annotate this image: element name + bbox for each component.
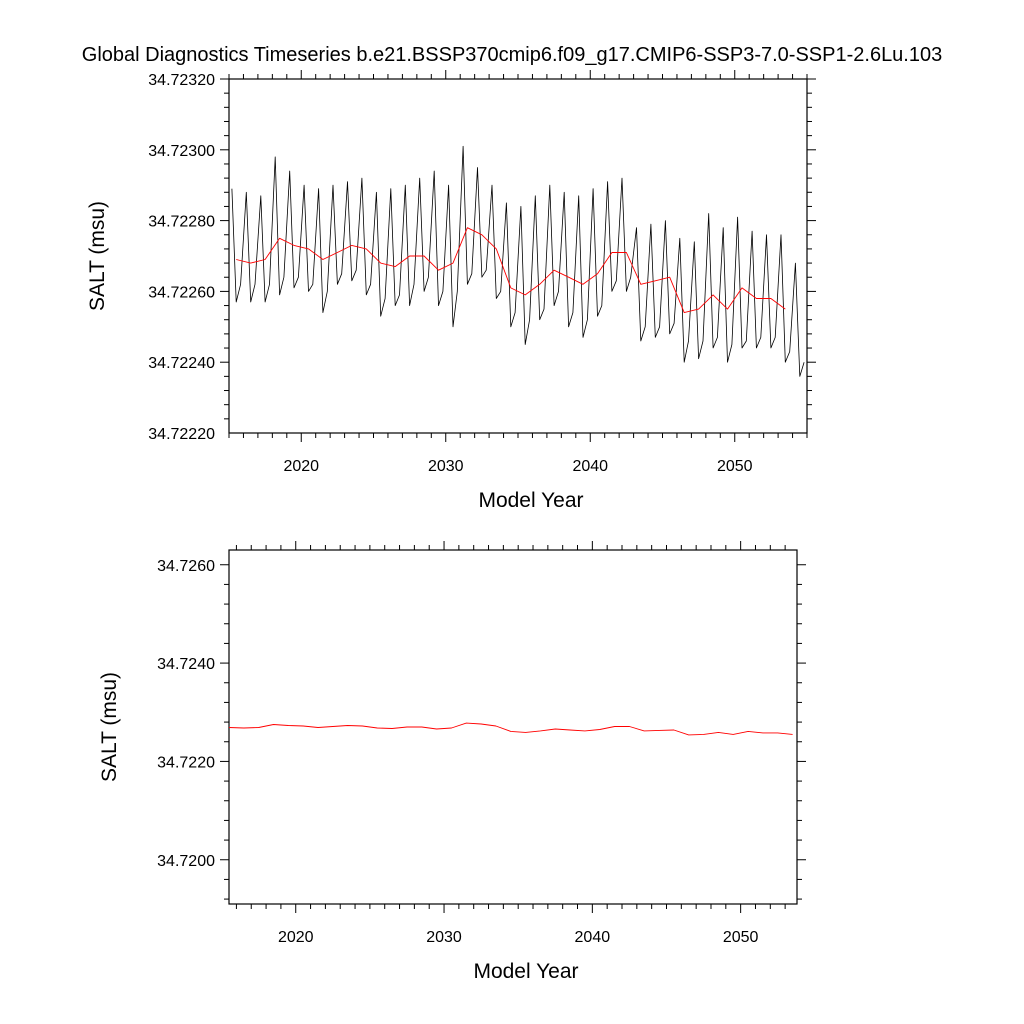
page-title: Global Diagnostics Timeseries b.e21.BSSP… <box>81 44 943 66</box>
x-tick-label: 2050 <box>723 929 759 946</box>
bottom-chart-panel: 2020 2030 2040 2050 34.7200 34.7220 34.7240 34.… <box>98 541 806 983</box>
y-tick-label: 34.7260 <box>157 558 215 575</box>
top-chart-panel: 2020 2030 2040 2050 34.72220 34.72240 34.72260… <box>86 70 816 512</box>
y-tick-label: 34.72320 <box>148 72 215 89</box>
x-tick-label: 2040 <box>572 458 608 475</box>
x-tick-label: 2020 <box>283 458 319 475</box>
x-axis-title: Model Year <box>478 489 583 512</box>
y-axis-title: SALT (msu) <box>86 201 109 311</box>
x-tick-label: 2040 <box>575 929 611 946</box>
x-tick-label: 2030 <box>428 458 464 475</box>
x-tick-label: 2020 <box>278 929 314 946</box>
x-tick-label: 2050 <box>717 458 753 475</box>
y-tick-label: 34.72280 <box>148 214 215 231</box>
annual-mean-line <box>228 722 793 736</box>
x-tick-label: 2030 <box>426 929 462 946</box>
y-tick-label: 34.72300 <box>148 143 215 160</box>
monthly-series-line <box>231 145 805 377</box>
y-tick-label: 34.7220 <box>157 754 215 771</box>
x-axis-title: Model Year <box>473 960 578 983</box>
annual-mean-line <box>236 227 786 314</box>
y-tick-label: 34.7200 <box>157 853 215 870</box>
y-tick-label: 34.72240 <box>148 355 215 372</box>
y-tick-label: 34.72260 <box>148 284 215 301</box>
y-tick-label: 34.72220 <box>148 426 215 443</box>
plot-frame <box>228 549 798 905</box>
y-axis-title: SALT (msu) <box>98 672 121 782</box>
y-tick-label: 34.7240 <box>157 656 215 673</box>
